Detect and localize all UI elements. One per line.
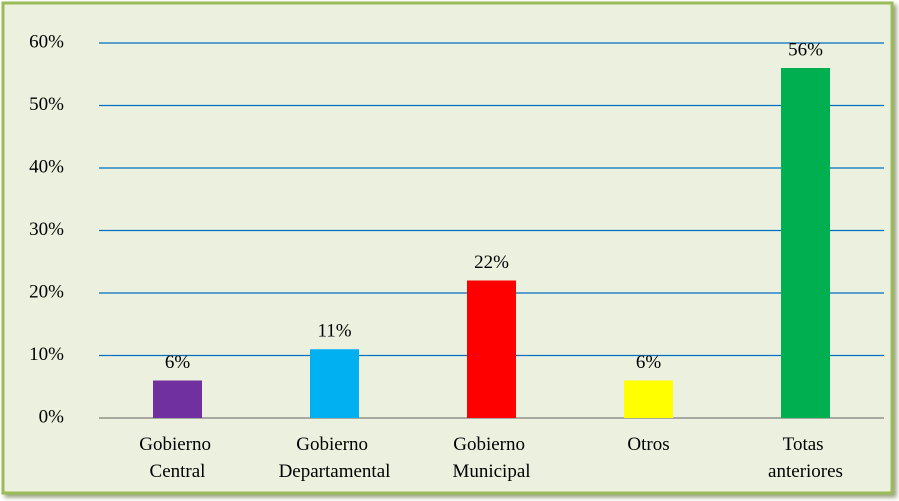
bar	[467, 280, 516, 418]
x-tick-label-line: Gobierno	[296, 434, 373, 455]
x-tick-label-line: Departamental	[279, 461, 391, 482]
y-tick-label: 40%	[29, 156, 64, 177]
data-label: 11%	[317, 321, 351, 342]
data-label: 22%	[474, 252, 509, 273]
bar	[624, 380, 673, 418]
data-label: 6%	[636, 352, 662, 373]
x-tick-label-line: Municipal	[452, 461, 530, 482]
y-tick-label: 10%	[29, 344, 64, 365]
x-tick-label: Otros	[627, 434, 669, 455]
x-tick-label: Gobierno Municipal	[452, 434, 530, 482]
bar	[781, 68, 830, 418]
chart-background	[1, 1, 894, 495]
x-tick-label: Gobierno Departamental	[279, 434, 391, 482]
x-tick-label-line: Central	[150, 461, 206, 482]
bar	[310, 349, 359, 418]
x-tick-label-line: Otros	[627, 434, 669, 455]
x-tick-label: Gobierno Central	[139, 434, 216, 482]
x-tick-label-line: Gobierno	[453, 434, 530, 455]
x-tick-label-line: anteriores	[768, 461, 843, 482]
y-tick-label: 20%	[29, 281, 64, 302]
y-tick-label: 60%	[29, 31, 64, 52]
y-tick-label: 0%	[39, 406, 65, 427]
x-tick-label-line: Gobierno	[139, 434, 216, 455]
data-label: 56%	[788, 39, 823, 60]
x-tick-label-line: Totas	[783, 434, 829, 455]
bar	[153, 380, 202, 418]
y-tick-label: 50%	[29, 94, 64, 115]
data-label: 6%	[165, 352, 191, 373]
y-tick-label: 30%	[29, 219, 64, 240]
x-tick-label: Totas anteriores	[768, 434, 843, 482]
